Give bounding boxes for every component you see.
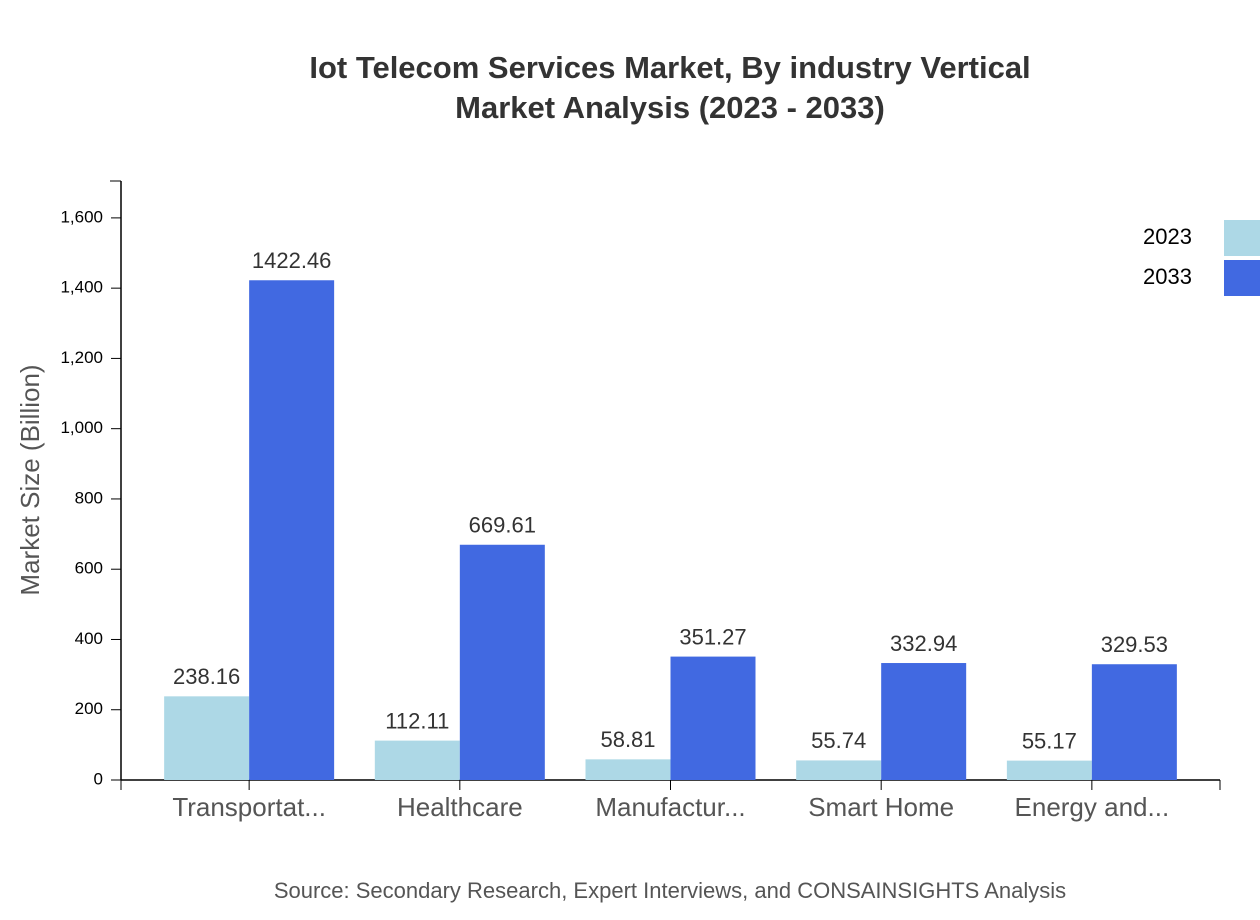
y-tick-label: 1,600	[60, 207, 103, 226]
value-label: 332.94	[890, 631, 957, 656]
x-tick-label: Energy and...	[1015, 792, 1170, 822]
bar	[881, 663, 967, 780]
x-tick-label: Healthcare	[397, 792, 523, 822]
bar	[585, 759, 671, 780]
y-axis-label: Market Size (Billion)	[15, 364, 45, 595]
y-tick-label: 1,000	[60, 418, 103, 437]
y-tick-label: 400	[75, 629, 103, 648]
legend-swatch	[1224, 220, 1260, 256]
source-note: Source: Secondary Research, Expert Inter…	[274, 878, 1066, 903]
legend-label: 2033	[1143, 264, 1192, 289]
value-label: 669.61	[469, 513, 536, 538]
value-label: 55.74	[811, 728, 866, 753]
y-tick-label: 0	[94, 769, 103, 788]
value-label: 329.53	[1101, 632, 1168, 657]
value-label: 238.16	[173, 664, 240, 689]
y-tick-label: 1,400	[60, 278, 103, 297]
y-tick-label: 1,200	[60, 348, 103, 367]
x-tick-label: Manufactur...	[595, 792, 745, 822]
bar	[164, 696, 250, 780]
value-label: 1422.46	[252, 248, 332, 273]
bar	[459, 544, 545, 780]
bar	[1006, 760, 1092, 780]
value-label: 351.27	[679, 624, 746, 649]
bar	[670, 656, 756, 780]
bar	[374, 740, 460, 780]
y-tick-label: 200	[75, 699, 103, 718]
value-label: 58.81	[600, 727, 655, 752]
legend-label: 2023	[1143, 224, 1192, 249]
chart-title: Iot Telecom Services Market, By industry…	[309, 50, 1030, 85]
legend-swatch	[1224, 260, 1260, 296]
x-tick-label: Smart Home	[808, 792, 954, 822]
bar	[796, 760, 882, 780]
value-label: 55.17	[1022, 728, 1077, 753]
bar	[249, 280, 335, 780]
y-tick-label: 600	[75, 559, 103, 578]
value-label: 112.11	[385, 708, 449, 733]
y-tick-label: 800	[75, 488, 103, 507]
bar	[1091, 664, 1177, 780]
x-tick-label: Transportat...	[172, 792, 326, 822]
chart-subtitle: Market Analysis (2023 - 2033)	[455, 90, 885, 125]
